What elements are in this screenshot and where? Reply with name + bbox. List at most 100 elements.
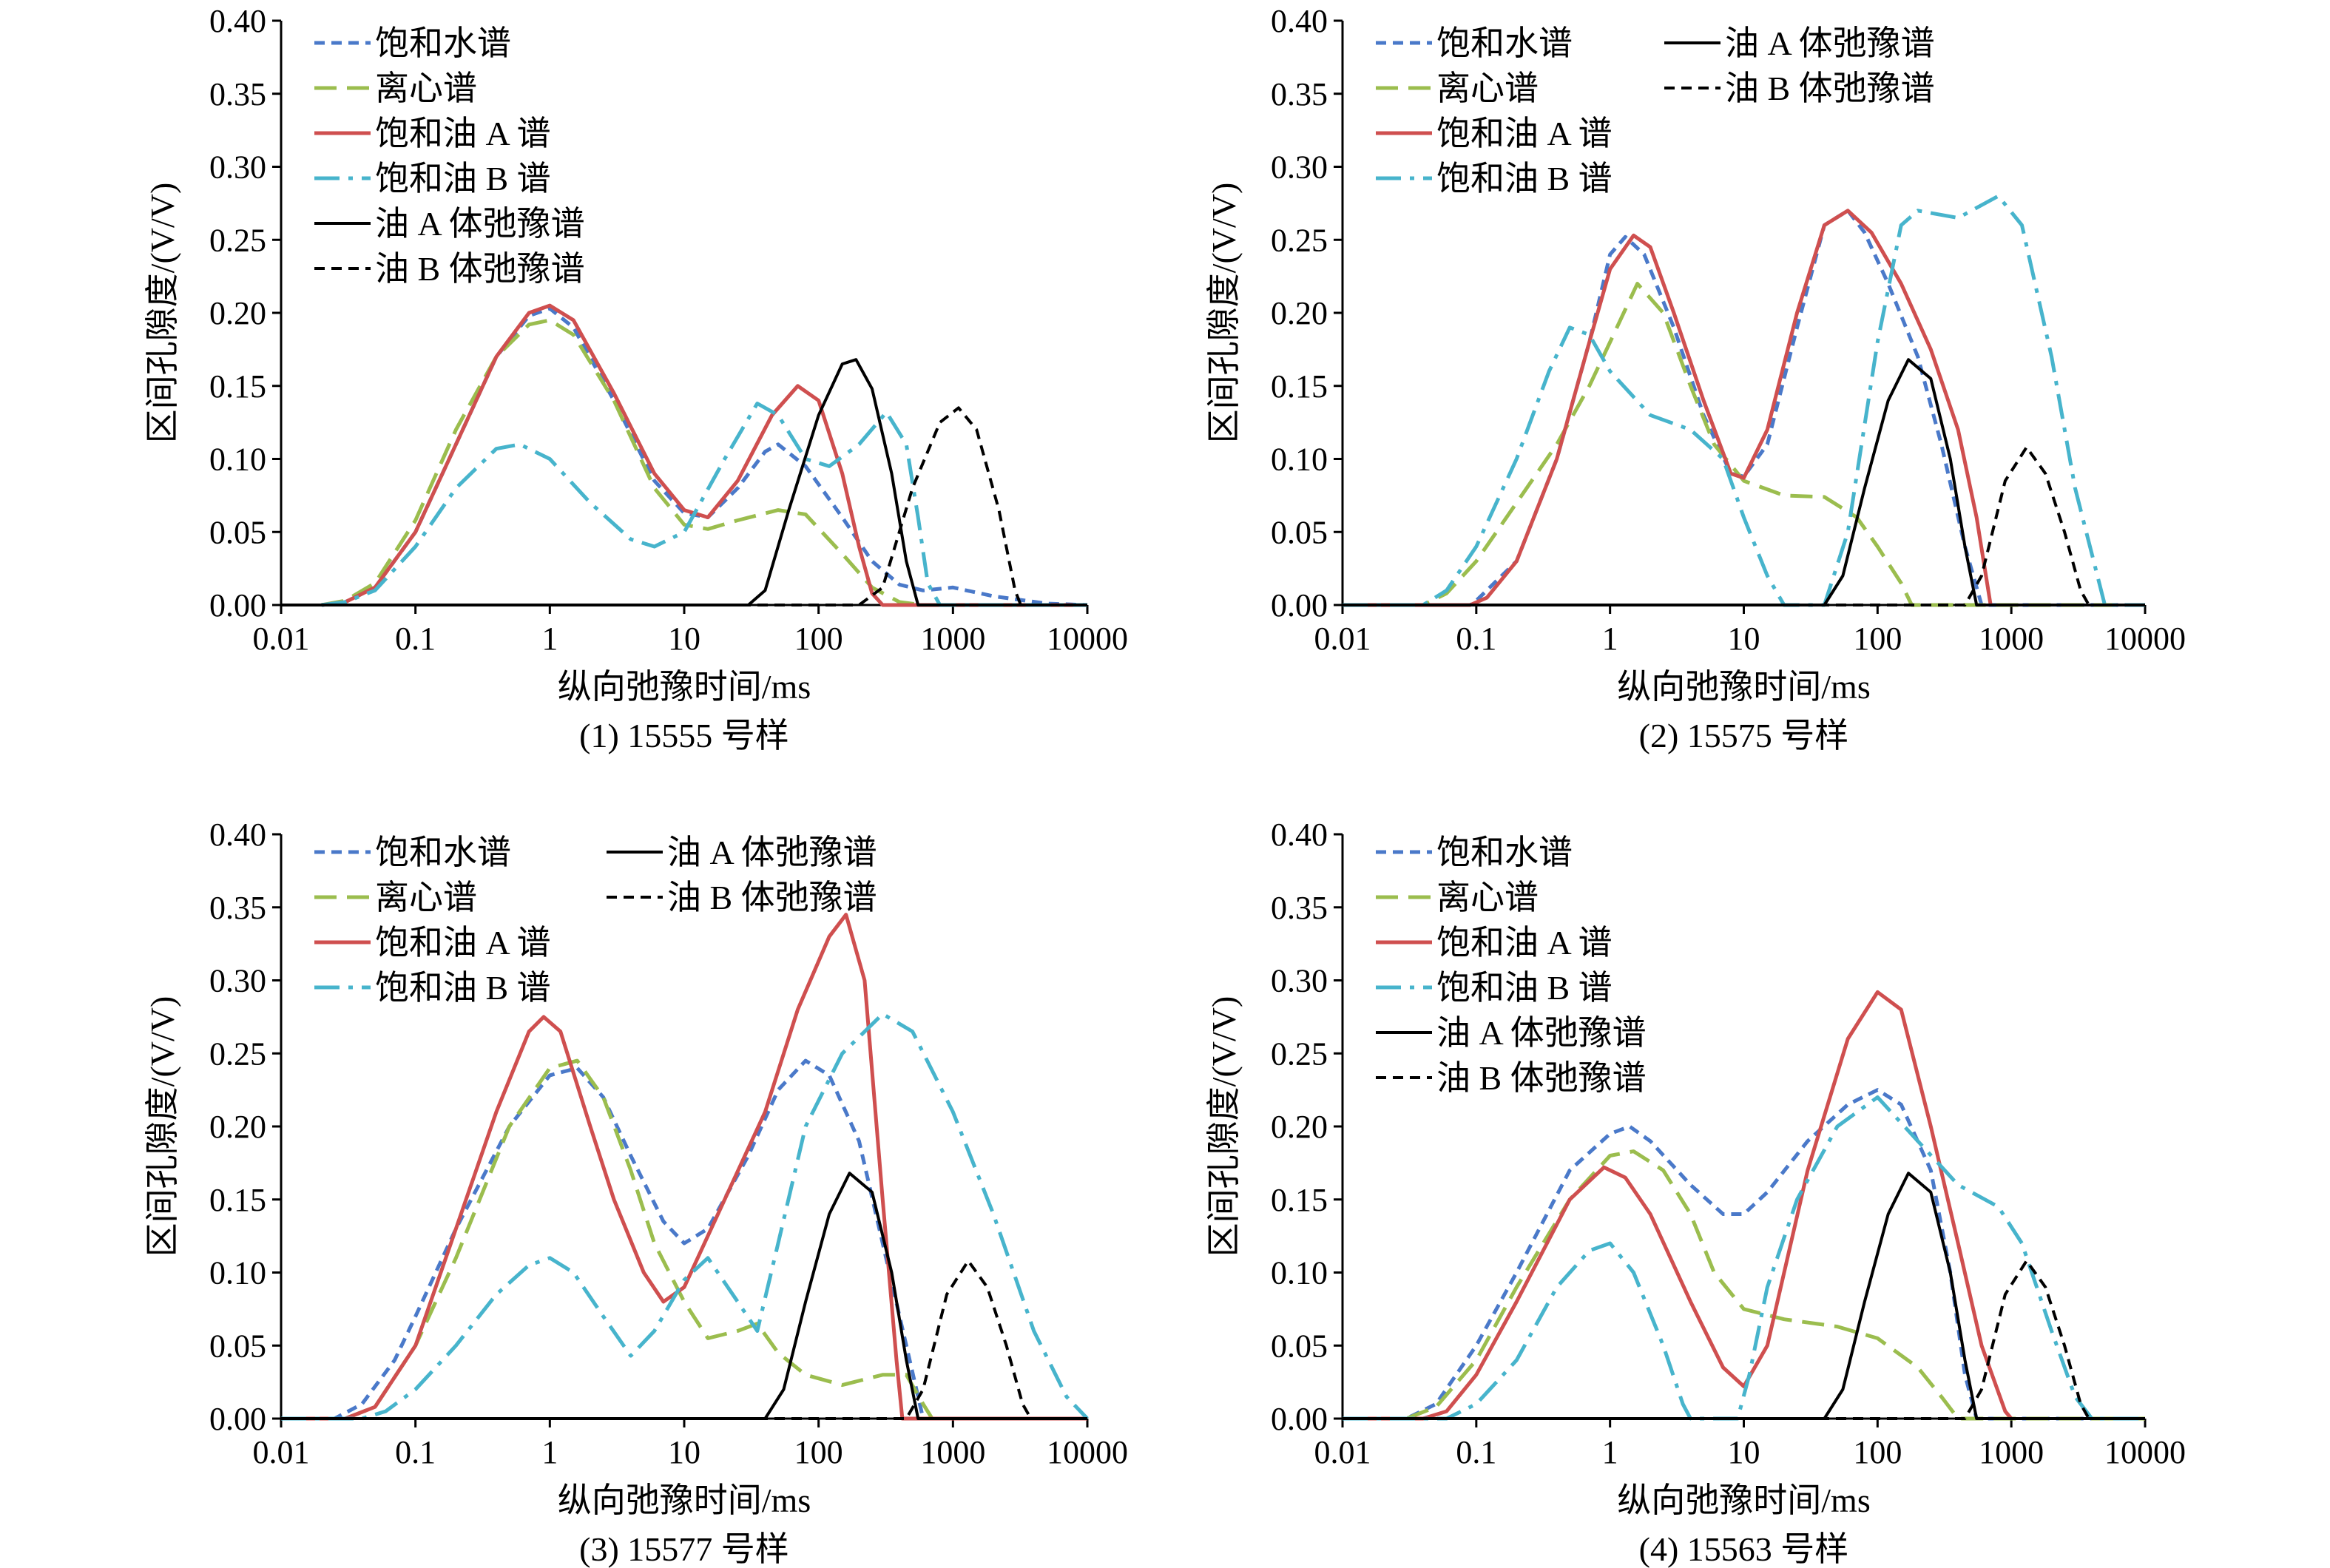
y-tick-label: 0.05 <box>1271 1328 1328 1364</box>
x-axis-title: 纵向弛豫时间/ms <box>1617 668 1870 706</box>
x-tick-label: 1 <box>1602 621 1618 657</box>
y-axis-title: 区间孔隙度/(V/V) <box>143 183 181 444</box>
legend-label: 离心谱 <box>375 879 477 916</box>
legend-label: 饱和水谱 <box>375 24 511 62</box>
y-tick-label: 0.35 <box>209 890 266 926</box>
legend-label: 饱和油 A 谱 <box>375 115 551 152</box>
series-line-油A体弛豫谱 <box>281 1172 1087 1420</box>
series-line-油A体弛豫谱 <box>1343 358 2145 606</box>
series-line-饱和油A谱 <box>281 913 1087 1421</box>
legend-label: 油 B 体弛豫谱 <box>1725 70 1935 107</box>
chart-panel-2: 0.00 0.05 0.10 0.15 0.20 0.25 0.30 0.35 0.40 0.01… <box>1205 3 2186 754</box>
panel-caption: (2) 15575 号样 <box>1639 717 1849 754</box>
y-tick-label: 0.35 <box>1271 76 1328 112</box>
x-tick-label: 10 <box>668 621 700 657</box>
legend-label: 离心谱 <box>375 70 477 107</box>
legend-label: 饱和水谱 <box>375 834 511 871</box>
x-tick-label: 0.1 <box>1456 621 1496 657</box>
series-line-离心谱 <box>1343 282 2145 607</box>
x-tick-label: 0.01 <box>253 621 310 657</box>
y-tick-label: 0.40 <box>1271 3 1328 39</box>
y-tick-label: 0.25 <box>1271 1035 1328 1072</box>
chart-panel-1: 0.00 0.05 0.10 0.15 0.20 0.25 0.30 0.35 0.40 0.01… <box>143 3 1128 754</box>
y-tick-label: 0.20 <box>209 1109 266 1145</box>
x-axis-title: 纵向弛豫时间/ms <box>1617 1481 1870 1519</box>
y-tick-label: 0.00 <box>1271 1401 1328 1437</box>
legend-label: 油 B 体弛豫谱 <box>1436 1059 1647 1097</box>
x-tick-label: 1 <box>541 1434 558 1470</box>
legend-label: 油 A 体弛豫谱 <box>667 834 877 871</box>
y-tick-label: 0.05 <box>209 514 266 550</box>
series-line-饱和油B谱 <box>1343 1095 2145 1421</box>
series-line-饱和油B谱 <box>281 1012 1089 1421</box>
legend-label: 饱和油 B 谱 <box>1436 969 1613 1007</box>
legend-label: 饱和油 B 谱 <box>375 969 551 1007</box>
series-line-油B体弛豫谱 <box>281 406 1087 606</box>
x-axis-title: 纵向弛豫时间/ms <box>558 1481 811 1519</box>
legend-label: 油 A 体弛豫谱 <box>1725 24 1935 62</box>
x-tick-label: 10 <box>1728 1434 1760 1470</box>
series-line-离心谱 <box>321 318 1087 607</box>
panel-caption: (4) 15563 号样 <box>1639 1530 1849 1568</box>
y-tick-label: 0.15 <box>1271 368 1328 405</box>
y-tick-label: 0.40 <box>209 3 266 39</box>
x-tick-label: 0.01 <box>253 1434 310 1470</box>
legend-label: 饱和水谱 <box>1436 834 1573 871</box>
series-line-离心谱 <box>1343 1149 2145 1421</box>
chart-panel-4: 0.00 0.05 0.10 0.15 0.20 0.25 0.30 0.35 0.40 0.01… <box>1205 817 2186 1568</box>
x-tick-label: 0.1 <box>395 1434 436 1470</box>
x-tick-label: 10000 <box>1047 621 1128 657</box>
y-tick-label: 0.30 <box>209 149 266 186</box>
series-line-离心谱 <box>281 1058 1087 1421</box>
x-tick-label: 1000 <box>920 621 985 657</box>
legend-label: 离心谱 <box>1436 70 1539 107</box>
y-axis-title: 区间孔隙度/(V/V) <box>1205 183 1243 444</box>
legend-label: 油 B 体弛豫谱 <box>667 879 877 916</box>
series-line-饱和水谱 <box>281 1058 1087 1421</box>
y-axis-title: 区间孔隙度/(V/V) <box>143 996 181 1257</box>
y-tick-label: 0.25 <box>209 1035 266 1072</box>
series-line-油B体弛豫谱 <box>281 1259 1087 1420</box>
legend-label: 油 B 体弛豫谱 <box>375 250 585 288</box>
y-tick-label: 0.25 <box>209 222 266 258</box>
x-tick-label: 1000 <box>920 1434 985 1470</box>
series-line-饱和水谱 <box>1343 1088 2145 1421</box>
legend-label: 饱和油 A 谱 <box>1436 924 1613 962</box>
y-tick-label: 0.10 <box>209 442 266 478</box>
series-line-饱和油A谱 <box>1343 990 2013 1421</box>
x-tick-label: 0.1 <box>1456 1434 1496 1470</box>
legend-label: 油 A 体弛豫谱 <box>1436 1014 1647 1052</box>
series-line-饱和油A谱 <box>1343 209 1993 607</box>
y-tick-label: 0.10 <box>209 1255 266 1291</box>
legend-label: 离心谱 <box>1436 879 1539 916</box>
y-tick-label: 0.40 <box>209 817 266 853</box>
y-tick-label: 0.20 <box>1271 295 1328 331</box>
y-tick-label: 0.25 <box>1271 222 1328 258</box>
x-tick-label: 100 <box>1853 621 1902 657</box>
x-axis-title: 纵向弛豫时间/ms <box>558 668 811 706</box>
x-tick-label: 100 <box>794 1434 843 1470</box>
x-tick-label: 0.01 <box>1314 1434 1371 1470</box>
y-tick-label: 0.05 <box>1271 514 1328 550</box>
y-tick-label: 0.05 <box>209 1328 266 1364</box>
y-tick-label: 0.30 <box>1271 149 1328 186</box>
x-tick-label: 10000 <box>2104 621 2186 657</box>
y-tick-label: 0.00 <box>209 1401 266 1437</box>
series-line-饱和水谱 <box>321 306 1088 607</box>
legend-label: 饱和水谱 <box>1436 24 1573 62</box>
y-tick-label: 0.40 <box>1271 817 1328 853</box>
series-line-油B体弛豫谱 <box>1343 1259 2145 1420</box>
y-tick-label: 0.10 <box>1271 1255 1328 1291</box>
y-tick-label: 0.30 <box>1271 963 1328 999</box>
y-tick-label: 0.15 <box>1271 1182 1328 1218</box>
series-line-油B体弛豫谱 <box>1343 445 2145 606</box>
x-tick-label: 0.1 <box>395 621 436 657</box>
legend-label: 饱和油 A 谱 <box>1436 115 1613 152</box>
series-line-油A体弛豫谱 <box>1343 1172 2145 1420</box>
legend-label: 油 A 体弛豫谱 <box>375 205 585 243</box>
y-tick-label: 0.20 <box>1271 1109 1328 1145</box>
series-line-饱和油B谱 <box>1343 194 2145 607</box>
